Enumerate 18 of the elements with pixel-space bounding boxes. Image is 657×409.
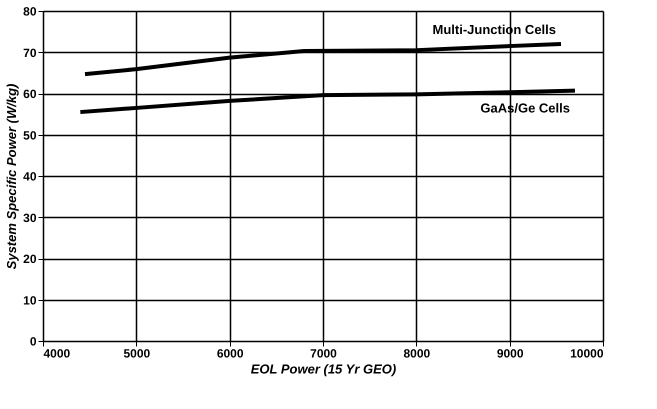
y-tick-label: 20 [23,252,37,266]
y-tick-label: 40 [23,170,37,184]
x-tick-label: 4000 [44,346,71,360]
x-tick-label: 6000 [216,346,244,360]
y-tick-label: 30 [23,210,37,225]
y-tick-label: 50 [23,128,37,142]
x-tick-label: 5000 [123,346,151,360]
x-tick-label: 9000 [496,346,524,360]
x-axis-title: EOL Power (15 Yr GEO) [250,362,396,376]
x-tick-label: 10000 [570,346,604,360]
y-tick-label: 10 [23,293,37,308]
y-tick-label: 60 [23,87,37,101]
y-tick-label: 0 [30,334,37,348]
x-tick-label: 7000 [310,346,338,360]
y-axis-title: System Specific Power (W/kg) [4,84,20,270]
y-tick-label: 70 [23,46,37,60]
x-tick-label: 8000 [403,346,431,360]
y-tick-label: 80 [23,4,37,18]
